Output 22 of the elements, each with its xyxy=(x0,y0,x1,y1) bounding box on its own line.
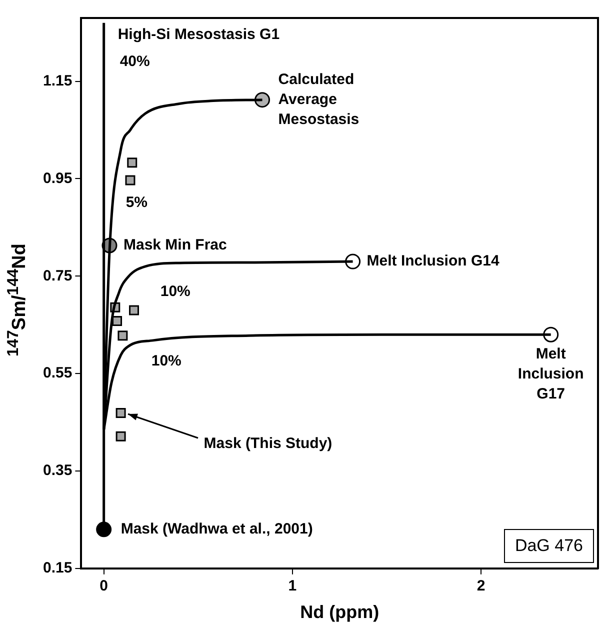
annotation: Mask (Wadhwa et al., 2001) xyxy=(120,520,313,538)
y-tick-label: 1.15 xyxy=(42,72,72,90)
annotation: DaG 476 xyxy=(504,529,594,563)
annotation: High-Si Mesostasis G1 xyxy=(118,26,280,44)
y-tick-label: 0.75 xyxy=(42,267,72,284)
annotation: 10% xyxy=(151,352,182,370)
annotation: Mask (This Study) xyxy=(204,435,332,452)
annotation: Mask Min Frac xyxy=(123,236,227,254)
annotation: Melt Inclusion G14 xyxy=(366,252,500,270)
y-tick-label: 0.55 xyxy=(42,364,72,382)
annotation: Melt Inclusion G17 xyxy=(518,346,584,403)
y-tick-label: 0.15 xyxy=(42,560,72,577)
annotation: 40% xyxy=(120,52,150,70)
y-tick-label: 0.95 xyxy=(42,170,72,187)
x-tick-label: 2 xyxy=(476,578,486,595)
x-tick-label: 0 xyxy=(100,578,108,595)
x-axis-title: Nd (ppm) xyxy=(300,602,380,622)
y-tick-label: 0.35 xyxy=(42,462,72,480)
x-tick-label: 1 xyxy=(288,578,297,595)
annotation: 5% xyxy=(126,194,148,212)
annotation: Calculated Average Mesostasis xyxy=(278,70,360,128)
annotation: 10% xyxy=(160,282,190,300)
